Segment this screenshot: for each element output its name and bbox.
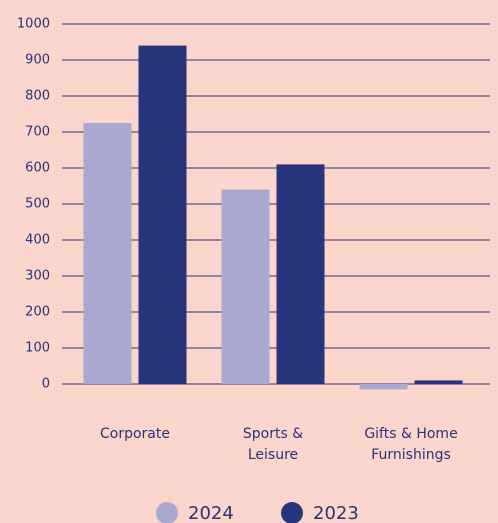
y-tick-label: 800: [25, 89, 50, 104]
legend-swatch: [156, 502, 178, 523]
y-tick-label: 400: [25, 233, 50, 248]
bar: [138, 45, 187, 384]
y-tick-label: 0: [42, 377, 50, 392]
y-tick-label: 300: [25, 269, 50, 284]
y-tick-label: 500: [25, 197, 50, 212]
x-tick-label: Sports & Leisure: [242, 426, 304, 463]
legend-label: 2023: [313, 503, 359, 523]
bar: [359, 384, 408, 390]
bar: [221, 189, 270, 384]
y-tick-label: 200: [25, 305, 50, 320]
y-tick-label: 700: [25, 125, 50, 140]
y-tick-label: 1000: [17, 17, 50, 32]
x-tick-label: Corporate: [100, 426, 170, 442]
legend-swatch: [281, 502, 303, 523]
x-tick-label: Gifts & Home Furnishings: [364, 426, 458, 463]
y-tick-label: 100: [25, 341, 50, 356]
bar: [276, 164, 325, 384]
bar: [83, 123, 132, 384]
legend-label: 2024: [188, 503, 234, 523]
bar: [414, 380, 463, 384]
y-tick-label: 600: [25, 161, 50, 176]
y-tick-label: 900: [25, 53, 50, 68]
